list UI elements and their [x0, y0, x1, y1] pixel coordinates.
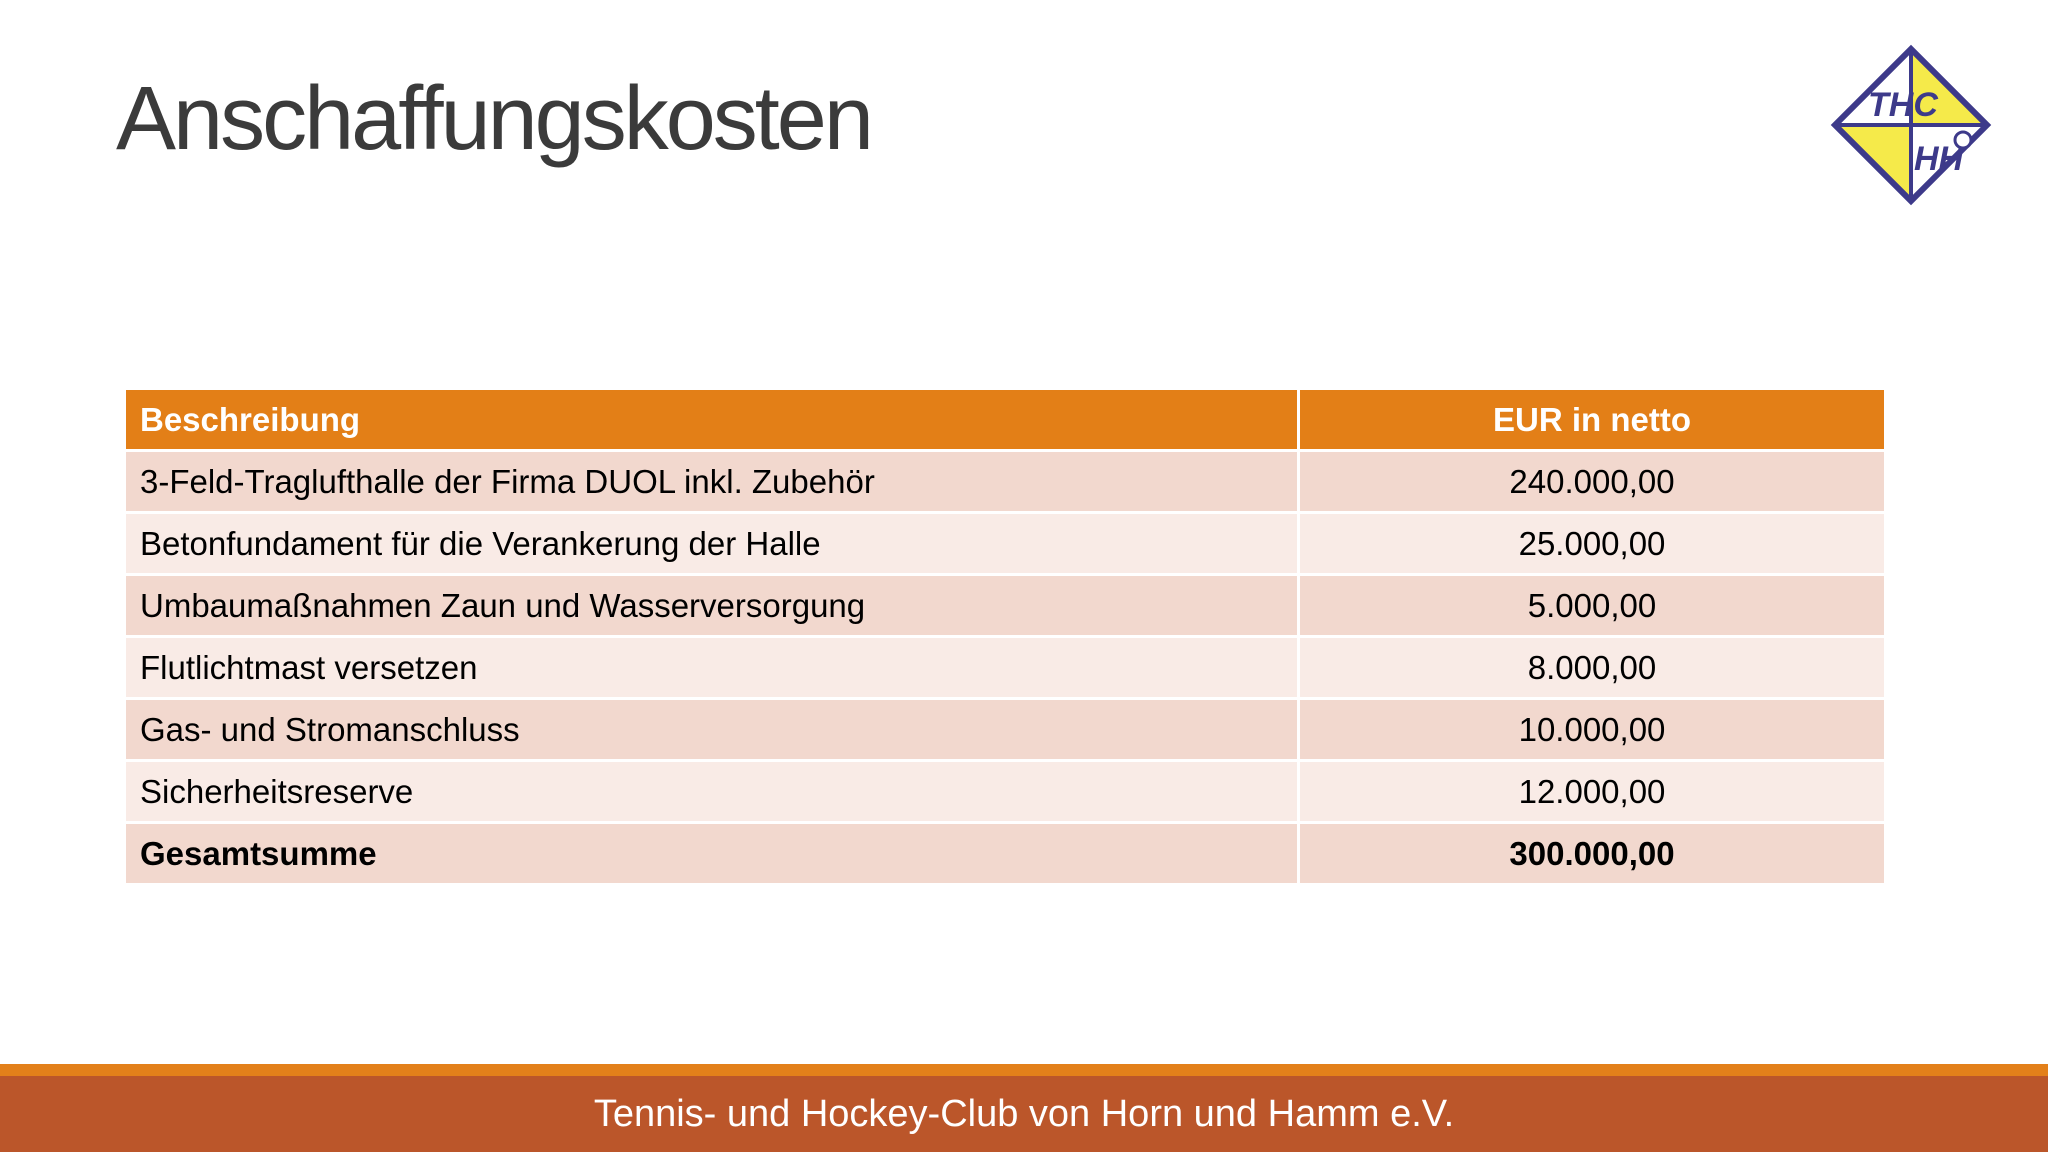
logo-ball-icon	[1953, 130, 1973, 150]
row-description: Umbaumaßnahmen Zaun und Wasserversorgung	[126, 576, 1297, 635]
club-logo-graphic: THC HH	[1830, 44, 1992, 206]
table-row: Flutlichtmast versetzen 8.000,00	[126, 638, 1884, 697]
header-amount: EUR in netto	[1300, 390, 1884, 449]
table-row: Betonfundament für die Verankerung der H…	[126, 514, 1884, 573]
row-description: Betonfundament für die Verankerung der H…	[126, 514, 1297, 573]
row-description: Sicherheitsreserve	[126, 762, 1297, 821]
footer-club-name: Tennis- und Hockey-Club von Horn und Ham…	[593, 1092, 1455, 1135]
slide-title: Anschaffungskosten	[116, 69, 874, 169]
row-amount: 12.000,00	[1300, 762, 1884, 821]
row-description: Gas- und Stromanschluss	[126, 700, 1297, 759]
row-description: 3-Feld-Traglufthalle der Firma DUOL inkl…	[126, 452, 1297, 511]
cost-table: Beschreibung EUR in netto 3-Feld-Tragluf…	[123, 387, 1887, 886]
total-amount: 300.000,00	[1300, 824, 1884, 883]
logo-text-thc: THC	[1868, 86, 1938, 124]
table-row: Umbaumaßnahmen Zaun und Wasserversorgung…	[126, 576, 1884, 635]
table-total-row: Gesamtsumme 300.000,00	[126, 824, 1884, 883]
footer-bar: Tennis- und Hockey-Club von Horn und Ham…	[0, 1076, 2048, 1152]
row-amount: 240.000,00	[1300, 452, 1884, 511]
row-description: Flutlichtmast versetzen	[126, 638, 1297, 697]
row-amount: 5.000,00	[1300, 576, 1884, 635]
total-label: Gesamtsumme	[126, 824, 1297, 883]
row-amount: 8.000,00	[1300, 638, 1884, 697]
row-amount: 10.000,00	[1300, 700, 1884, 759]
header-description: Beschreibung	[126, 390, 1297, 449]
table-row: 3-Feld-Traglufthalle der Firma DUOL inkl…	[126, 452, 1884, 511]
club-logo: THC HH	[1830, 44, 1992, 206]
table-row: Gas- und Stromanschluss 10.000,00	[126, 700, 1884, 759]
footer-accent-stripe	[0, 1064, 2048, 1076]
row-amount: 25.000,00	[1300, 514, 1884, 573]
table-header-row: Beschreibung EUR in netto	[126, 390, 1884, 449]
table-row: Sicherheitsreserve 12.000,00	[126, 762, 1884, 821]
